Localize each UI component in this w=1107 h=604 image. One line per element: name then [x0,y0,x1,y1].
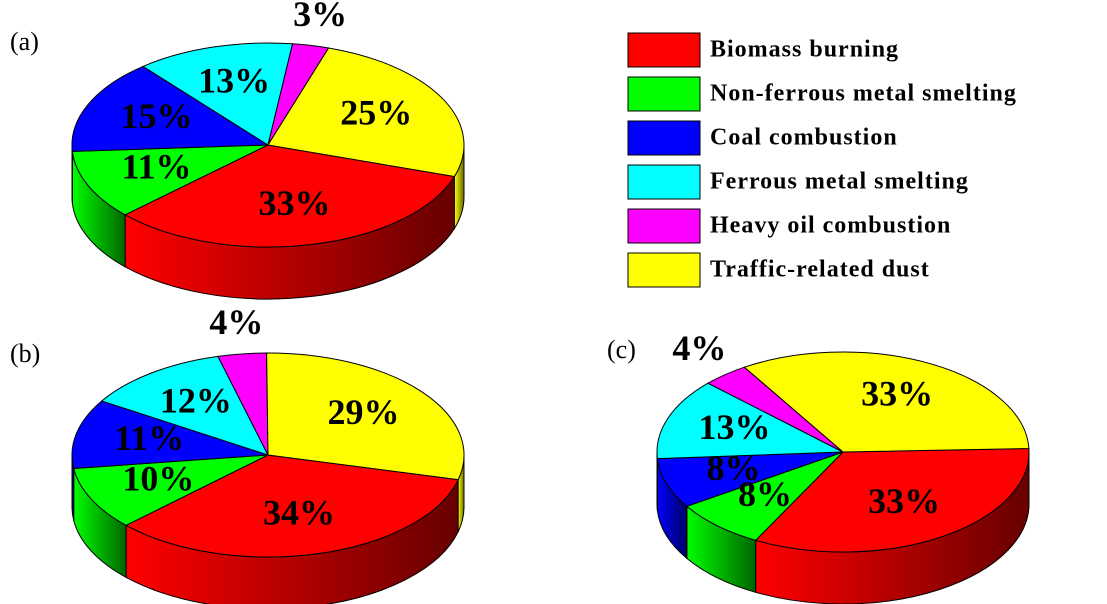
legend-label: Heavy oil combustion [710,213,951,239]
legend-label: Ferrous metal smelting [710,169,969,195]
legend-swatch [627,32,701,68]
value-label: 3% [293,0,347,34]
value-label: 4% [209,302,263,342]
value-label: 33% [259,183,331,223]
panel-label: (a) [10,27,39,56]
pie-slice [743,351,1030,453]
value-label: 10% [122,459,194,499]
value-label: 8% [707,448,761,488]
legend-label: Coal combustion [710,125,898,151]
pie-slice [656,451,844,507]
value-label: 25% [340,93,412,133]
value-label: 29% [327,392,399,432]
pie-slice [685,451,844,541]
legend-swatch [627,120,701,156]
pie-slice [73,454,269,526]
pie-slice [71,65,270,152]
pie-slice [267,47,465,178]
pie-slice [124,454,459,558]
pie-slice [71,144,269,216]
pie-slice [71,400,269,470]
value-label: 15% [120,96,192,136]
value-label: 33% [861,374,933,414]
value-label: 4% [672,328,726,368]
pie-slice [754,448,1030,553]
value-label: 13% [198,61,270,101]
legend-swatch [627,252,701,288]
pie-slice [100,355,269,456]
value-label: 34% [263,492,335,532]
legend-label: Biomass burning [710,37,899,63]
value-label: 8% [738,474,792,514]
value-label: 12% [160,380,232,420]
legend-label: Non-ferrous metal smelting [710,81,1017,107]
legend-label: Traffic-related dust [710,257,930,283]
pie-slice [124,144,456,248]
value-label: 11% [114,418,184,458]
pie-slice [141,42,294,146]
legend-swatch [627,164,701,200]
pie-slice [266,352,465,481]
legend-swatch [627,208,701,244]
value-label: 33% [868,481,940,521]
value-label: 13% [699,407,771,447]
pie-slice [656,382,845,460]
value-label: 11% [121,146,191,186]
panel-label: (c) [607,335,636,364]
legend-swatch [627,76,701,112]
panel-label: (b) [10,339,40,368]
